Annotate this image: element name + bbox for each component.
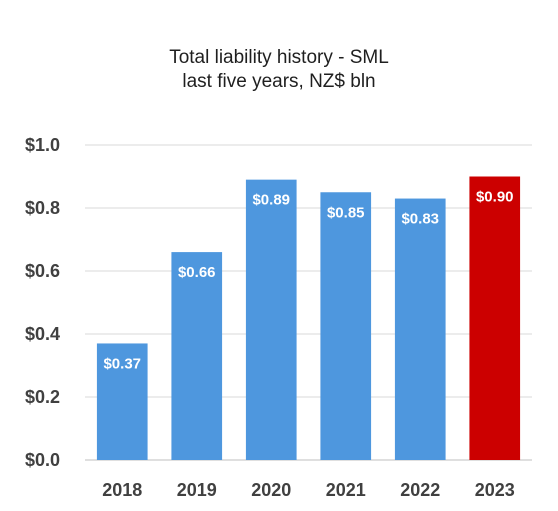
bars xyxy=(96,176,521,461)
y-tick-label: $0.0 xyxy=(25,450,60,470)
x-category-label-2021: 2021 xyxy=(326,480,366,500)
y-tick-label: $0.8 xyxy=(25,198,60,218)
bar-2018 xyxy=(96,343,148,460)
data-label-2021: $0.85 xyxy=(327,204,365,221)
bar-2021 xyxy=(320,192,372,460)
data-label-2023: $0.90 xyxy=(476,189,514,206)
y-tick-label: $1.0 xyxy=(25,135,60,155)
x-category-label-2020: 2020 xyxy=(251,480,291,500)
data-label-2019: $0.66 xyxy=(178,264,216,281)
gridlines xyxy=(85,144,532,461)
x-category-label-2018: 2018 xyxy=(102,480,142,500)
chart-title: Total liability history - SML xyxy=(169,47,389,68)
bar-2019 xyxy=(171,252,223,460)
x-axis-category-labels: 2018 2019 2020 2021 2022 2023 xyxy=(102,480,515,500)
y-tick-label: $0.2 xyxy=(25,387,60,407)
y-tick-label: $0.4 xyxy=(25,324,60,344)
x-category-label-2019: 2019 xyxy=(177,480,217,500)
data-label-2020: $0.89 xyxy=(252,192,290,209)
x-category-label-2022: 2022 xyxy=(400,480,440,500)
data-labels: $0.37 $0.66 $0.89 $0.85 $0.83 $0.90 xyxy=(103,189,513,373)
bar-2022 xyxy=(394,198,446,461)
y-axis-tick-labels: $0.0 $0.2 $0.4 $0.6 $0.8 $1.0 xyxy=(25,135,60,470)
x-category-label-2023: 2023 xyxy=(475,480,515,500)
y-tick-label: $0.6 xyxy=(25,261,60,281)
chart-subtitle: last five years, NZ$ bln xyxy=(182,71,376,92)
data-label-2022: $0.83 xyxy=(401,211,439,228)
bar-2020 xyxy=(245,179,297,460)
data-label-2018: $0.37 xyxy=(103,355,141,372)
bar-2023 xyxy=(469,176,521,460)
